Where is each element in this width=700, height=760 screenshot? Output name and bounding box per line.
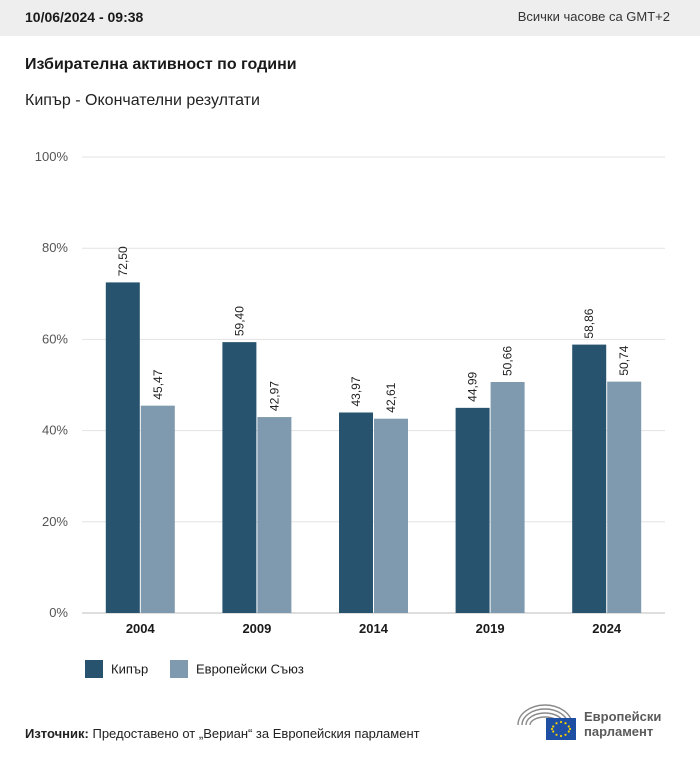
legend-item-cyprus: Кипър [85, 660, 148, 678]
legend-item-eu: Европейски Съюз [170, 660, 304, 678]
data-label-cyprus: 44,99 [466, 371, 480, 401]
bar-cyprus [222, 342, 257, 613]
data-label-eu: 42,97 [267, 381, 281, 411]
timezone-note: Всички часове са GMT+2 [517, 9, 670, 24]
legend-label-cyprus: Кипър [111, 661, 149, 677]
data-label-eu: 45,47 [151, 369, 165, 399]
y-tick-label: 0% [49, 605, 68, 620]
legend-swatch-eu [170, 660, 188, 678]
bar-eu [490, 381, 525, 613]
data-label-cyprus: 72,50 [116, 246, 130, 276]
x-tick-label: 2024 [592, 621, 622, 636]
bar-cyprus [105, 282, 140, 613]
x-tick-label: 2014 [359, 621, 389, 636]
bar-cyprus [455, 407, 490, 613]
y-tick-label: 100% [35, 149, 69, 164]
bar-eu [257, 417, 292, 613]
data-label-cyprus: 43,97 [349, 376, 363, 406]
ep-logo: Европейски парламент [512, 701, 682, 741]
logo-text: Европейски парламент [584, 709, 661, 739]
bar-eu [374, 418, 408, 613]
bar-cyprus [339, 412, 373, 613]
y-tick-label: 40% [42, 423, 68, 438]
x-tick-label: 2009 [242, 621, 271, 636]
data-label-eu: 50,74 [617, 345, 631, 375]
logo-line-2: парламент [584, 724, 654, 739]
timestamp: 10/06/2024 - 09:38 [25, 9, 144, 25]
y-tick-label: 80% [42, 240, 68, 255]
source-label: Източник: [25, 726, 89, 741]
x-tick-label: 2004 [126, 621, 156, 636]
top-bar: 10/06/2024 - 09:38 Всички часове са GMT+… [0, 0, 700, 36]
y-tick-label: 20% [42, 514, 68, 529]
data-label-cyprus: 59,40 [232, 306, 246, 336]
logo-line-1: Европейски [584, 709, 662, 724]
parliament-emblem-icon [517, 704, 576, 740]
source-text: Предоставено от „Вериан“ за Европейския … [88, 726, 420, 741]
data-label-eu: 42,61 [384, 382, 398, 412]
chart-title: Избирателна активност по години [25, 56, 297, 73]
turnout-bar-chart: 0% 20% 40% 60% 80% 100% 72,50 45,47 2004 59,40 42,… [35, 149, 665, 636]
bar-eu [140, 405, 175, 613]
y-tick-label: 60% [42, 331, 68, 346]
source-note: Източник: Предоставено от „Вериан“ за Ев… [25, 726, 420, 741]
data-label-cyprus: 58,86 [582, 308, 596, 338]
legend-swatch-cyprus [85, 660, 103, 678]
bar-cyprus [572, 344, 607, 613]
chart-subtitle: Кипър - Окончателни резултати [25, 92, 260, 109]
bar-eu [607, 381, 642, 613]
x-tick-label: 2019 [476, 621, 505, 636]
data-label-eu: 50,66 [501, 346, 515, 376]
legend-label-eu: Европейски Съюз [196, 661, 304, 677]
